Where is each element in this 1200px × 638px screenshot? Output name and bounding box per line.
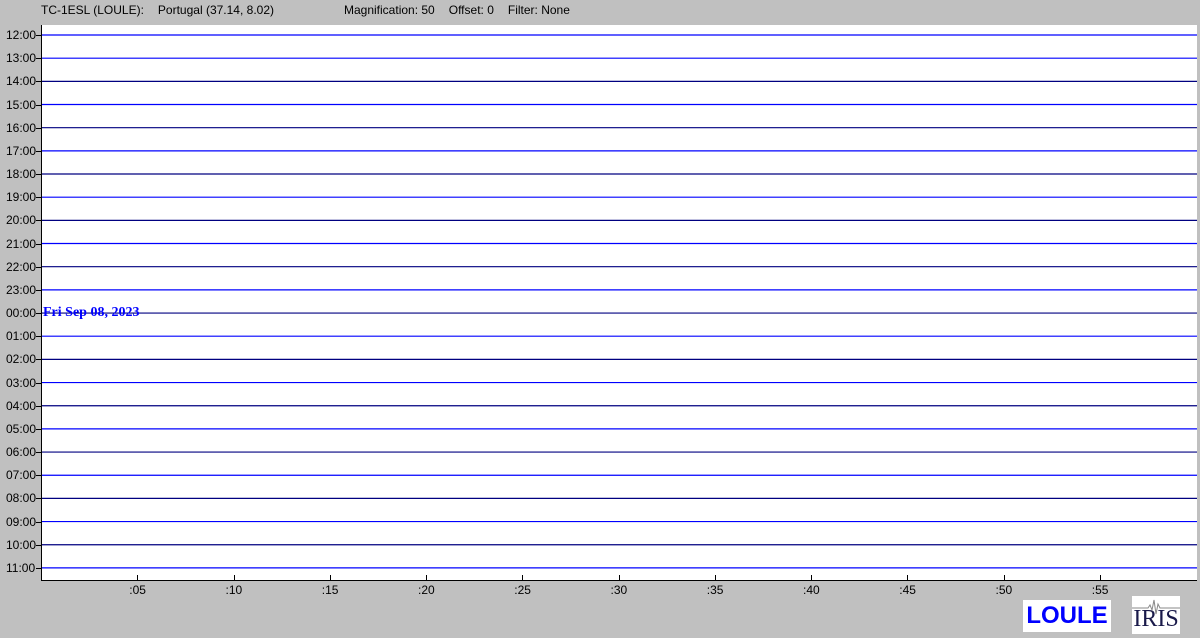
y-tick [36, 544, 41, 546]
y-tick-label: 21:00 [6, 236, 37, 251]
x-tick-label: :20 [418, 583, 435, 597]
y-tick [36, 35, 41, 36]
offset: Offset: 0 [448, 3, 494, 17]
y-tick-label: 04:00 [6, 398, 37, 413]
x-tick-label: :05 [129, 583, 146, 597]
y-tick [36, 220, 41, 222]
x-tick-label: :15 [321, 583, 339, 597]
magnification: Magnification: 50 [344, 3, 435, 17]
x-tick-label: :55 [1091, 583, 1109, 597]
header: TC-1ESL (LOULE): Portugal (37.14, 8.02) Ma… [41, 3, 584, 17]
y-tick [36, 359, 41, 361]
y-tick [36, 197, 41, 199]
x-tick-label: :50 [995, 583, 1013, 597]
y-tick-label: 01:00 [6, 329, 37, 344]
y-tick [36, 243, 41, 245]
y-tick-label: 12:00 [6, 28, 37, 42]
y-tick-label: 05:00 [6, 421, 37, 436]
y-tick-label: 18:00 [6, 167, 37, 182]
y-tick-label: 16:00 [6, 120, 37, 135]
x-tick-label: :40 [803, 583, 820, 597]
x-tick [522, 575, 524, 580]
x-tick-label: :10 [225, 583, 243, 597]
y-tick-label: 11:00 [6, 560, 36, 575]
y-tick-label: 07:00 [6, 468, 37, 483]
y-tick-label: 08:00 [6, 491, 37, 506]
y-tick [36, 313, 41, 315]
y-tick [36, 428, 41, 430]
x-tick [426, 575, 427, 580]
x-tick-label: :35 [706, 583, 724, 597]
y-tick-label: 20:00 [6, 213, 37, 228]
y-tick [36, 289, 41, 291]
y-tick-label: 17:00 [6, 143, 37, 158]
y-tick [36, 104, 41, 106]
x-tick [618, 575, 620, 580]
seismogram-icon [1132, 599, 1180, 615]
x-tick [811, 575, 812, 580]
y-tick-label: 22:00 [6, 259, 37, 274]
station-logo: LOULE [1023, 600, 1111, 632]
y-tick [36, 521, 41, 523]
y-tick-label: 15:00 [6, 97, 37, 112]
y-tick-label: 02:00 [6, 352, 37, 367]
y-tick-label: 23:00 [6, 282, 37, 297]
iris-logo: IRIS [1132, 596, 1180, 634]
x-tick [233, 575, 235, 580]
x-tick-label: :25 [514, 583, 531, 597]
y-tick [36, 452, 41, 454]
y-tick [36, 127, 41, 129]
y-tick [36, 174, 41, 176]
y-tick [36, 150, 41, 152]
y-tick [36, 567, 41, 569]
y-tick-label: 03:00 [6, 375, 37, 390]
x-tick-label: :30 [610, 583, 628, 597]
x-tick [1099, 575, 1101, 580]
x-tick [329, 575, 331, 580]
station-id: TC-1ESL (LOULE): [41, 3, 144, 17]
filter: Filter: None [507, 3, 570, 17]
y-tick-label: 00:00 [6, 306, 37, 321]
y-tick [36, 336, 41, 338]
y-tick-label: 13:00 [6, 51, 37, 66]
station-location: Portugal (37.14, 8.02) [157, 3, 274, 17]
y-tick [36, 382, 41, 384]
date-label: Fri Sep 08, 2023 [43, 305, 140, 320]
y-tick [36, 475, 41, 477]
y-tick [36, 81, 41, 83]
y-tick [36, 266, 41, 268]
y-tick-label: 06:00 [6, 445, 37, 460]
x-tick-label: :45 [899, 583, 916, 597]
y-tick-label: 14:00 [6, 74, 37, 89]
x-tick [137, 575, 139, 580]
y-tick-label: 09:00 [6, 514, 37, 529]
y-tick-label: 19:00 [6, 190, 37, 205]
y-tick-label: 10:00 [6, 537, 37, 552]
x-tick [907, 575, 909, 580]
trace-canvas [42, 34, 1197, 569]
helicorder-plot [41, 25, 1197, 581]
y-tick [36, 405, 41, 407]
y-tick [36, 498, 41, 500]
x-tick [1003, 575, 1005, 580]
x-tick [714, 575, 716, 580]
y-tick [36, 58, 41, 60]
